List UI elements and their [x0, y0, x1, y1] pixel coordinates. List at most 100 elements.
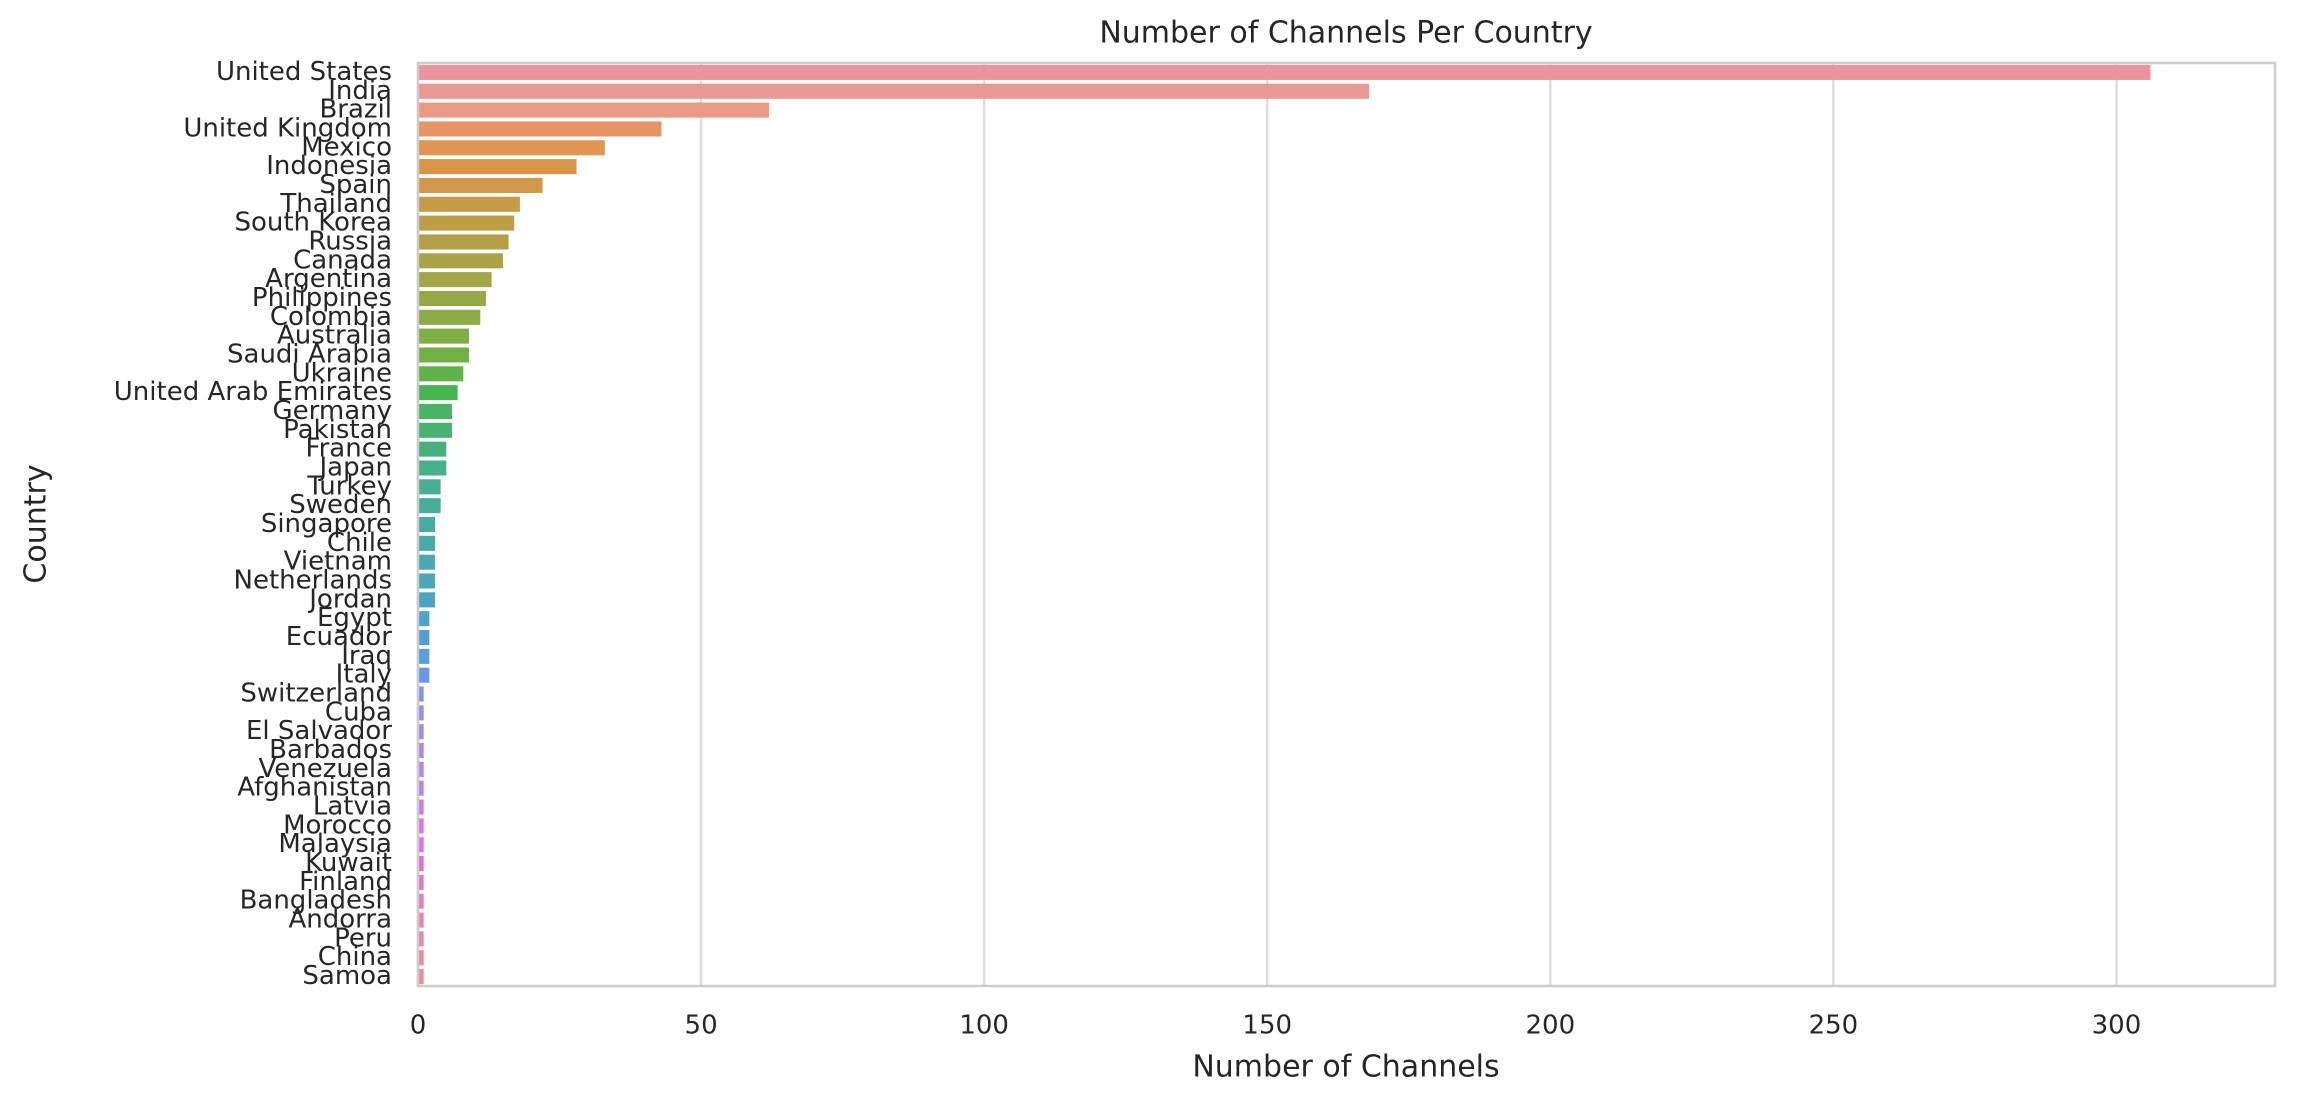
y-tick-label: Latvia — [313, 792, 392, 822]
y-tick-label: Morocco — [283, 810, 392, 840]
x-tick-label: 50 — [685, 1011, 718, 1041]
x-tick-label: 200 — [1525, 1011, 1575, 1041]
bar — [418, 893, 424, 909]
bar — [418, 573, 435, 589]
y-tick-label: Finland — [299, 867, 392, 897]
y-tick-label: Vietnam — [284, 547, 392, 577]
bar — [418, 705, 424, 721]
y-tick-label: Germany — [272, 396, 392, 426]
bar — [418, 648, 430, 664]
bar — [418, 64, 2151, 80]
bar — [418, 629, 430, 646]
bar — [418, 309, 481, 325]
bar — [418, 724, 424, 740]
y-tick-label: Russia — [308, 226, 392, 256]
bar — [418, 177, 543, 193]
bar — [418, 460, 447, 476]
y-tick-label: Turkey — [306, 471, 392, 501]
bar — [418, 253, 503, 269]
bar — [418, 366, 464, 382]
bar — [418, 102, 770, 118]
plot-frame — [416, 61, 2277, 988]
bar — [418, 931, 424, 947]
bar — [418, 592, 435, 608]
bar — [418, 611, 430, 627]
y-tick-label: United Kingdom — [183, 113, 392, 143]
y-tick-label: Thailand — [279, 189, 392, 219]
bar — [418, 347, 469, 363]
y-tick-label: Colombia — [270, 302, 392, 332]
bar — [418, 215, 515, 231]
bar — [418, 479, 441, 495]
bar — [418, 196, 520, 212]
y-tick-label: Saudi Arabia — [227, 339, 392, 369]
y-tick-label: El Salvador — [246, 716, 392, 746]
bar — [418, 159, 577, 175]
bar — [418, 912, 424, 928]
bar — [418, 403, 452, 420]
y-tick-label: Brazil — [319, 95, 392, 125]
chart-title: Number of Channels Per Country — [1099, 16, 1592, 51]
y-tick-label: Japan — [317, 452, 392, 482]
y-tick-label: Ukraine — [292, 358, 392, 388]
x-tick-label: 150 — [1242, 1011, 1292, 1041]
bar — [418, 950, 424, 966]
y-tick-label: Switzerland — [240, 679, 392, 709]
y-tick-label: Malaysia — [278, 829, 392, 859]
y-tick-label: Egypt — [317, 603, 392, 633]
y-tick-label: Barbados — [269, 735, 392, 765]
y-tick-label: Bangladesh — [240, 886, 392, 916]
y-tick-label: United States — [216, 57, 392, 87]
bar — [418, 837, 424, 853]
y-tick-label: Spain — [319, 170, 392, 200]
bar — [418, 121, 662, 137]
x-tick-label: 100 — [959, 1011, 1009, 1041]
bar — [418, 554, 435, 570]
bar — [418, 498, 441, 514]
y-tick-label: Samoa — [302, 961, 392, 991]
y-tick-label: Mexico — [301, 132, 392, 162]
bar — [418, 140, 605, 156]
y-tick-label: Andorra — [288, 905, 392, 935]
bar — [418, 272, 492, 288]
x-tick-label: 250 — [1809, 1011, 1859, 1041]
y-tick-label: Kuwait — [305, 848, 392, 878]
y-tick-label: India — [328, 76, 392, 106]
bar — [418, 667, 430, 683]
y-tick-label: Italy — [336, 660, 392, 690]
bar — [418, 290, 486, 306]
bar — [418, 686, 424, 702]
bar — [418, 818, 424, 834]
y-tick-label: China — [318, 942, 392, 972]
bar — [418, 234, 509, 250]
y-tick-label: Indonesia — [266, 151, 392, 181]
bar — [418, 761, 424, 777]
y-tick-label: Sweden — [289, 490, 392, 520]
bar — [418, 874, 424, 890]
y-tick-label: United Arab Emirates — [114, 377, 392, 407]
y-tick-label: Pakistan — [283, 415, 392, 445]
y-tick-label: Canada — [293, 245, 392, 275]
y-tick-label: Australia — [277, 321, 392, 351]
bar — [418, 441, 447, 457]
bar — [418, 422, 452, 438]
y-tick-label: Cuba — [325, 697, 392, 727]
x-tick-label: 0 — [410, 1011, 427, 1041]
bar — [418, 780, 424, 796]
x-axis-label: Number of Channels — [1192, 1050, 1499, 1085]
y-tick-label: Chile — [327, 528, 392, 558]
bar — [418, 799, 424, 815]
bar — [418, 535, 435, 551]
bar — [418, 516, 435, 533]
y-tick-label: Jordan — [307, 584, 392, 614]
y-tick-label: France — [306, 434, 392, 464]
x-tick-label: 300 — [2092, 1011, 2142, 1041]
y-tick-label: Ecuador — [286, 622, 393, 652]
bar — [418, 328, 469, 344]
y-tick-label: Peru — [334, 923, 392, 953]
y-tick-label: South Korea — [234, 208, 392, 238]
bar — [418, 83, 1370, 99]
y-tick-label: Philippines — [252, 283, 392, 313]
y-tick-label: Iraq — [341, 641, 392, 671]
